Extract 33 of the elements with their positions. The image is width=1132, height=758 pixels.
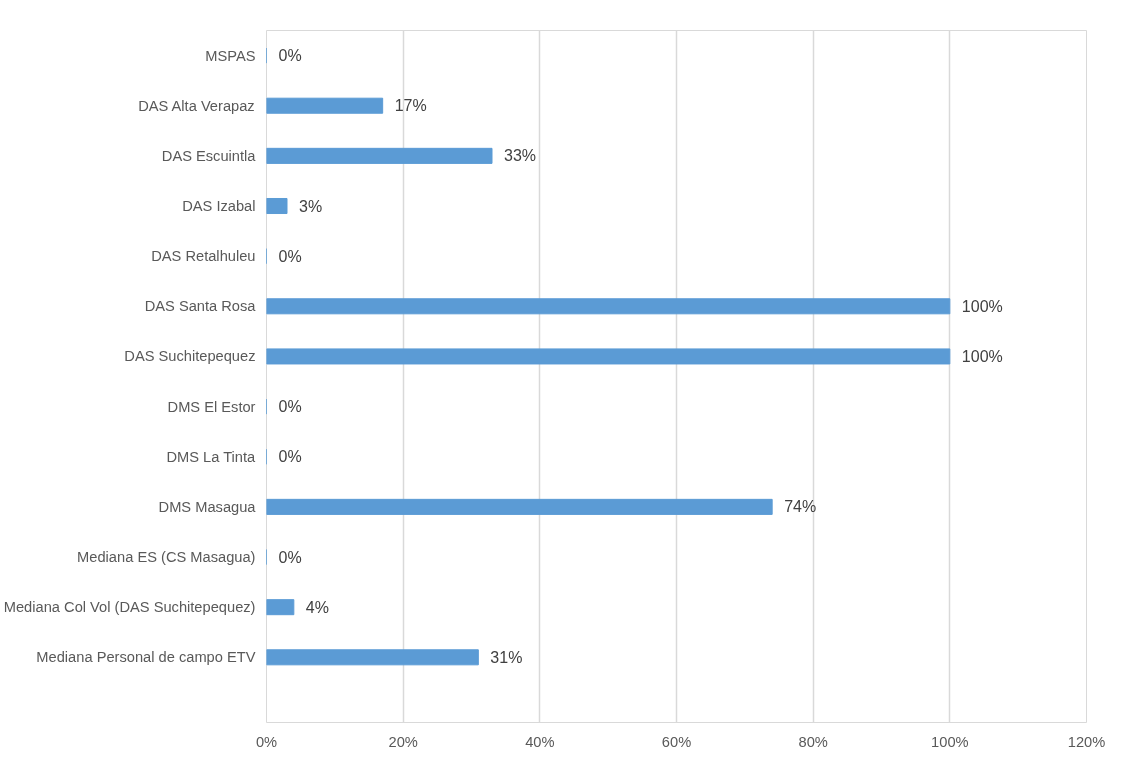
data-label: 74% <box>784 498 817 516</box>
data-label: 4% <box>305 598 329 616</box>
y-tick-label: DAS Alta Verapaz <box>138 97 255 114</box>
y-tick-label: DMS La Tinta <box>166 448 257 465</box>
y-tick-label: DAS Suchitepequez <box>124 348 256 365</box>
data-label: 0% <box>278 398 302 416</box>
data-label: 0% <box>278 247 302 265</box>
y-tick-label: MSPAS <box>205 47 256 64</box>
y-tick-label: DAS Izabal <box>182 198 256 215</box>
data-label: 0% <box>278 47 302 65</box>
y-tick-label: Mediana Col Vol (DAS Suchitepequez) <box>3 599 256 616</box>
data-label: 17% <box>394 97 427 115</box>
y-tick-label: DAS Retalhuleu <box>151 248 256 265</box>
y-tick-label: DMS Masagua <box>158 498 257 515</box>
x-tick-label: 60% <box>661 733 692 750</box>
y-tick-label: DAS Escuintla <box>161 147 257 164</box>
data-label: 33% <box>504 147 537 165</box>
x-tick-label: 40% <box>525 733 555 750</box>
y-tick-label: DMS El Estor <box>167 398 256 415</box>
data-label: 3% <box>299 197 323 215</box>
data-label: 100% <box>961 347 1003 365</box>
x-tick-label: 100% <box>931 733 969 750</box>
x-tick-label: 20% <box>388 733 418 750</box>
y-tick-label: DAS Santa Rosa <box>144 298 257 315</box>
x-tick-label: 80% <box>798 733 828 750</box>
y-tick-label: Mediana Personal de campo ETV <box>36 649 256 666</box>
x-tick-label: 120% <box>1067 733 1106 750</box>
y-tick-label: Mediana ES (CS Masagua) <box>77 549 256 566</box>
x-tick-label: 0% <box>255 733 278 750</box>
data-label: 31% <box>490 648 523 666</box>
data-label: 0% <box>278 548 302 566</box>
data-label: 100% <box>961 297 1003 315</box>
data-label: 0% <box>278 448 302 466</box>
